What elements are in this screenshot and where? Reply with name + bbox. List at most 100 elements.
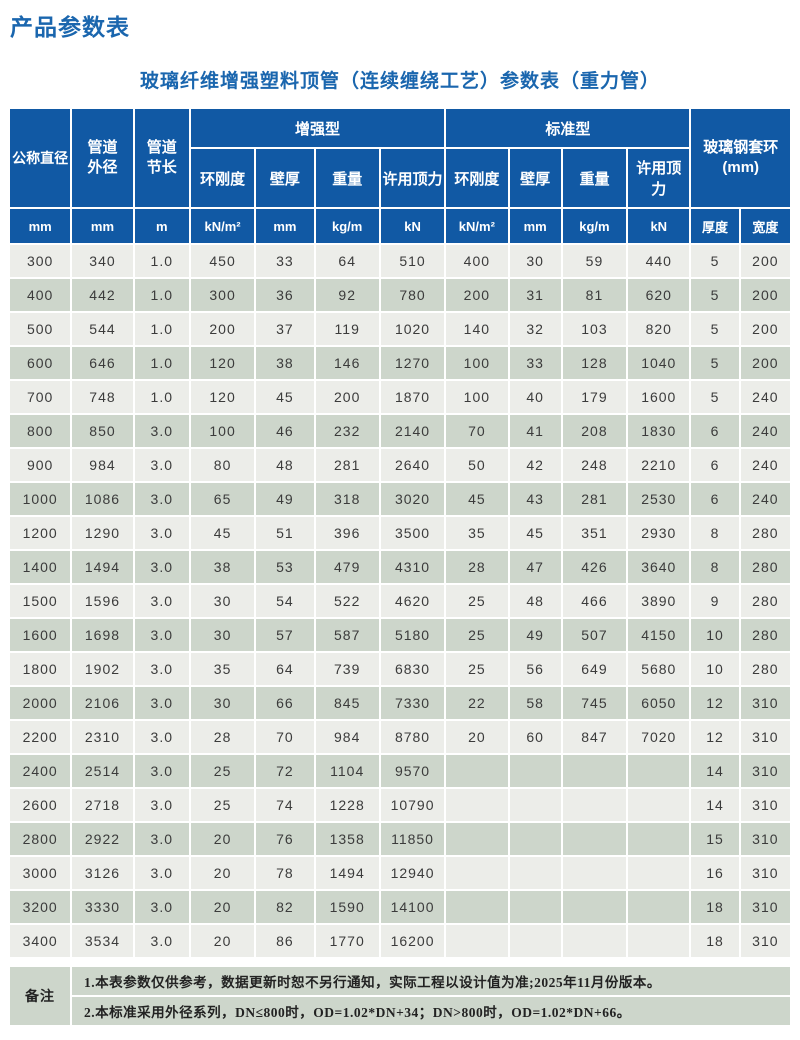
cell: 48 <box>256 449 314 481</box>
col-header-outer-diameter: 管道 外径 <box>72 109 133 207</box>
cell: 310 <box>740 755 790 787</box>
cell: 3.0 <box>134 721 189 753</box>
unit-nominal-diameter: mm <box>10 209 71 243</box>
cell: 310 <box>740 823 790 855</box>
cell: 12 <box>691 687 739 719</box>
cell: 200 <box>740 279 790 311</box>
cell: 103 <box>562 313 627 345</box>
table-row: 600 646 1.0 120 38 146 1270 100 33 128 1040 5 200 <box>10 347 790 379</box>
notes-row-2: 2.本标准采用外径系列，DN≤800时，OD=1.02*DN+34；DN>800… <box>10 997 790 1025</box>
cell <box>509 823 561 855</box>
cell: 5180 <box>380 619 445 651</box>
cell: 70 <box>446 415 508 447</box>
cell: 3200 <box>10 891 71 923</box>
cell: 1.0 <box>134 313 189 345</box>
cell: 12940 <box>380 857 445 889</box>
cell: 3.0 <box>134 653 189 685</box>
cell: 3640 <box>628 551 690 583</box>
cell: 1494 <box>315 857 379 889</box>
cell: 280 <box>740 517 790 549</box>
cell: 280 <box>740 585 790 617</box>
cell: 36 <box>256 279 314 311</box>
table-row: 3400 3534 3.0 20 86 1770 16200 18 310 <box>10 925 790 957</box>
cell: 20 <box>190 891 255 923</box>
unit-wall-thickness-reinforced: mm <box>256 209 314 243</box>
cell: 1500 <box>10 585 71 617</box>
cell: 72 <box>256 755 314 787</box>
cell: 3.0 <box>134 925 189 957</box>
cell: 28 <box>190 721 255 753</box>
cell: 500 <box>10 313 71 345</box>
cell: 2140 <box>380 415 445 447</box>
cell: 600 <box>10 347 71 379</box>
cell <box>562 823 627 855</box>
table-row: 800 850 3.0 100 46 232 2140 70 41 208 1830 6 240 <box>10 415 790 447</box>
parameters-table: 公称直径 管道 外径 管道 节长 增强型 标准型 玻璃钢套环 (mm) 环刚度 … <box>8 107 792 959</box>
cell: 400 <box>10 279 71 311</box>
cell <box>628 925 690 957</box>
cell: 35 <box>190 653 255 685</box>
cell: 2310 <box>72 721 133 753</box>
cell: 2800 <box>10 823 71 855</box>
cell: 2600 <box>10 789 71 821</box>
cell: 1830 <box>628 415 690 447</box>
cell: 1770 <box>315 925 379 957</box>
cell: 2200 <box>10 721 71 753</box>
cell: 20 <box>446 721 508 753</box>
cell: 1.0 <box>134 245 189 277</box>
cell: 3.0 <box>134 857 189 889</box>
unit-ring-stiffness-reinforced: kN/m² <box>190 209 255 243</box>
cell: 47 <box>509 551 561 583</box>
cell: 3.0 <box>134 755 189 787</box>
cell: 1020 <box>380 313 445 345</box>
cell: 2922 <box>72 823 133 855</box>
cell: 240 <box>740 415 790 447</box>
cell: 3500 <box>380 517 445 549</box>
cell: 92 <box>315 279 379 311</box>
cell <box>509 857 561 889</box>
cell: 208 <box>562 415 627 447</box>
cell: 3.0 <box>134 551 189 583</box>
cell: 649 <box>562 653 627 685</box>
cell: 1600 <box>10 619 71 651</box>
cell: 35 <box>446 517 508 549</box>
cell: 3.0 <box>134 891 189 923</box>
cell: 1000 <box>10 483 71 515</box>
cell: 22 <box>446 687 508 719</box>
cell: 240 <box>740 483 790 515</box>
cell: 1.0 <box>134 279 189 311</box>
cell: 4620 <box>380 585 445 617</box>
cell: 16200 <box>380 925 445 957</box>
cell: 11850 <box>380 823 445 855</box>
cell: 3020 <box>380 483 445 515</box>
cell: 587 <box>315 619 379 651</box>
cell: 5 <box>691 279 739 311</box>
cell: 3.0 <box>134 415 189 447</box>
cell: 1086 <box>72 483 133 515</box>
cell: 280 <box>740 619 790 651</box>
cell: 45 <box>446 483 508 515</box>
cell: 780 <box>380 279 445 311</box>
cell: 14 <box>691 755 739 787</box>
col-header-collar-thickness: 厚度 <box>691 209 739 243</box>
cell: 40 <box>509 381 561 413</box>
cell: 45 <box>509 517 561 549</box>
col-header-ring-stiffness-standard: 环刚度 <box>446 149 508 207</box>
cell: 18 <box>691 925 739 957</box>
col-header-weight-reinforced: 重量 <box>315 149 379 207</box>
cell: 15 <box>691 823 739 855</box>
cell: 646 <box>72 347 133 379</box>
col-header-jacking-force-reinforced: 许用顶力 <box>380 149 445 207</box>
cell: 86 <box>256 925 314 957</box>
cell: 1.0 <box>134 381 189 413</box>
cell: 51 <box>256 517 314 549</box>
unit-section-length: m <box>134 209 189 243</box>
cell: 33 <box>256 245 314 277</box>
unit-weight-standard: kg/m <box>562 209 627 243</box>
cell: 31 <box>509 279 561 311</box>
cell: 20 <box>190 925 255 957</box>
cell: 3.0 <box>134 483 189 515</box>
cell: 200 <box>740 313 790 345</box>
cell: 1040 <box>628 347 690 379</box>
cell: 507 <box>562 619 627 651</box>
